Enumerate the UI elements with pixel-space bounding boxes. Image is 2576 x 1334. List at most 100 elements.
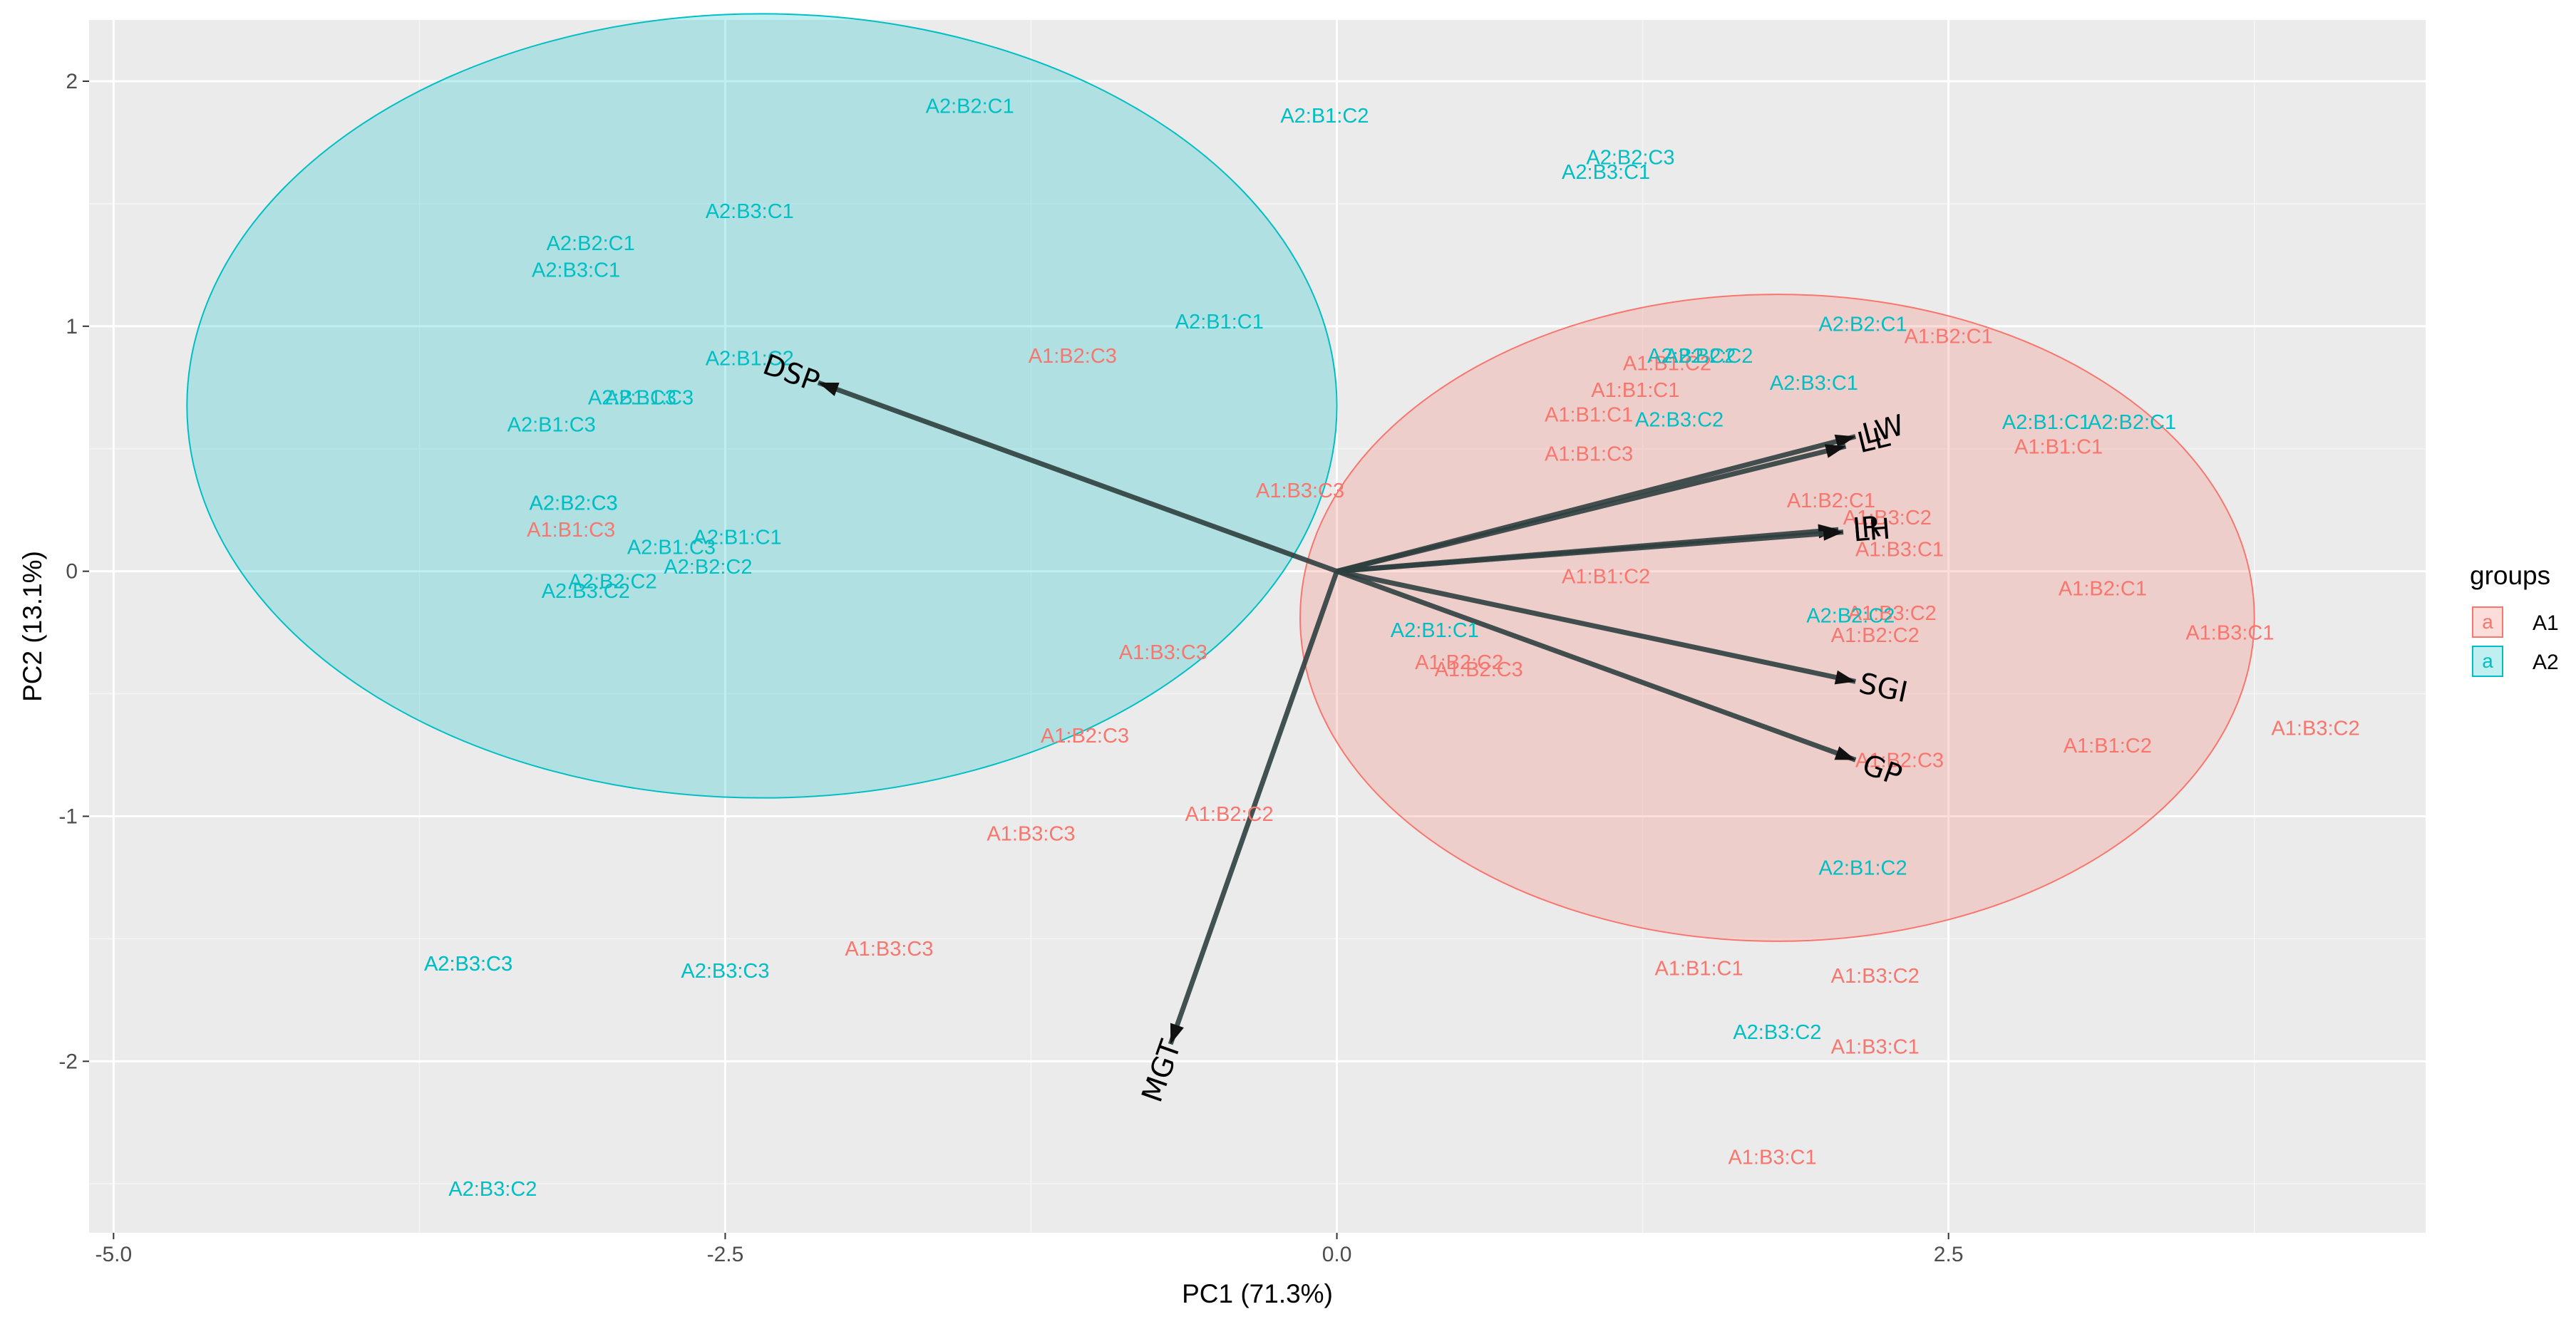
point-label-a2-b3-c1: A2:B3:C1	[532, 259, 620, 282]
point-label-a2-b1-c3: A2:B1:C3	[605, 387, 694, 410]
arrow-shaft-mgt	[1168, 570, 1339, 1045]
arrow-shaft-dsp	[817, 380, 1338, 574]
point-label-a1-b1-c2: A1:B1:C2	[1562, 566, 1650, 589]
point-label-a1-b1-c2: A1:B1:C2	[1623, 352, 1711, 375]
point-label-a1-b3-c2: A1:B3:C2	[2271, 718, 2359, 740]
y-tick-label: -2	[58, 1050, 78, 1073]
point-label-a1-b2-c3: A1:B2:C3	[1029, 345, 1117, 368]
arrow-head-gp	[1834, 746, 1856, 760]
arrow-sgi	[1336, 569, 1856, 685]
x-axis-title: PC1 (71.3%)	[1182, 1279, 1333, 1308]
point-label-a1-b2-c3: A1:B2:C3	[1855, 749, 1944, 772]
legend-key-a2	[2472, 646, 2503, 677]
point-label-a2-b2-c2: A2:B2:C2	[1806, 605, 1895, 628]
point-label-a2-b3-c3: A2:B3:C3	[424, 953, 512, 976]
point-label-a1-b1-c1: A1:B1:C1	[2014, 435, 2103, 458]
arrow-ll	[1336, 443, 1847, 574]
axes: -5.0 -2.5 0.0 2.5 -2 -1 0 1 2	[58, 70, 1963, 1266]
point-label-a1-b1-c3: A1:B1:C3	[1545, 443, 1633, 466]
point-label-a1-b3-c1: A1:B3:C1	[1728, 1146, 1816, 1169]
variable-arrows	[817, 380, 1857, 1045]
point-label-a1-b2-c1: A1:B2:C1	[2059, 578, 2147, 601]
legend-item-a2: a A2	[2472, 646, 2559, 677]
arrow-head-lw	[1834, 434, 1856, 449]
point-label-a1-b1-c2: A1:B1:C2	[2064, 735, 2152, 758]
arrow-shaft-ll	[1336, 443, 1847, 574]
point-label-a2-b2-c1: A2:B2:C1	[1818, 313, 1907, 336]
variable-label-lh: LH	[1852, 513, 1892, 549]
arrow-head-sgi	[1834, 670, 1856, 685]
arrow-head-dsp	[818, 382, 840, 396]
arrow-dsp	[817, 380, 1338, 574]
point-label-a2-b2-c1: A2:B2:C1	[926, 95, 1014, 118]
point-label-a2-b3-c1: A2:B3:C1	[1562, 161, 1650, 184]
point-label-a2-b2-c1: A2:B2:C1	[547, 232, 635, 255]
point-label-a2-b2-c2: A2:B2:C2	[568, 570, 656, 593]
arrow-lh	[1336, 526, 1844, 574]
legend-title: groups	[2470, 561, 2550, 590]
legend-label-a1: A1	[2533, 611, 2559, 635]
point-label-a1-b3-c2: A1:B3:C2	[1843, 507, 1932, 529]
point-label-a1-b2-c1: A1:B2:C1	[1905, 326, 1993, 348]
point-label-a1-b2-c2: A1:B2:C2	[1831, 624, 1920, 647]
point-label-a2-b3-c1: A2:B3:C1	[1770, 372, 1858, 395]
point-label-a2-b1-c1: A2:B1:C1	[694, 526, 782, 549]
point-label-a2-b2-c1: A2:B2:C1	[2088, 411, 2176, 434]
point-label-a2-b3-c3: A2:B3:C3	[681, 960, 769, 983]
point-label-a2-b2-c2: A2:B2:C2	[1664, 345, 1753, 368]
point-label-a1-b3-c1: A1:B3:C1	[2185, 622, 2274, 645]
point-label-a1-b2-c2: A1:B2:C2	[1185, 803, 1273, 826]
point-label-a1-b3-c2: A1:B3:C2	[1831, 965, 1920, 988]
legend-item-a1: a A1	[2472, 606, 2559, 638]
x-tick-label: 2.5	[1934, 1243, 1964, 1266]
point-label-a1-b2-c1: A1:B2:C1	[1787, 490, 1875, 512]
x-tick-label: 0.0	[1322, 1243, 1352, 1266]
arrow-head-mgt	[1170, 1023, 1184, 1045]
point-label-a2-b1-c2: A2:B1:C2	[706, 347, 794, 370]
legend-key-glyph-a2: a	[2482, 650, 2493, 672]
x-tick-label: -5.0	[95, 1243, 132, 1266]
point-label-a1-b1-c1: A1:B1:C1	[1654, 958, 1743, 981]
point-label-a2-b2-c3: A2:B2:C3	[530, 492, 618, 515]
point-label-a1-b3-c3: A1:B3:C3	[1256, 480, 1344, 502]
point-label-a2-b1-c1: A2:B1:C1	[1391, 619, 1479, 642]
point-label-a2-b1-c2: A2:B1:C2	[1280, 105, 1369, 128]
point-label-a1-b1-c1: A1:B1:C1	[1591, 379, 1679, 402]
y-tick-label: 2	[66, 70, 78, 93]
arrow-shaft-gp	[1336, 569, 1857, 762]
point-label-a2-b3-c3: A2:B3:C3	[424, 953, 512, 976]
observation-labels: A1:B1:C3 A1:B2:C3 A1:B3:C3 A1:B3:C3 A1:B2:C3…	[424, 95, 2360, 1201]
point-label-a1-b3-c1: A1:B3:C1	[1855, 539, 1944, 562]
arrow-shaft-sgi	[1336, 569, 1856, 684]
legend: groups a A1 a A2	[2470, 561, 2559, 677]
group-ellipses	[186, 13, 2255, 942]
point-label-a2-b2-c2: A2:B2:C2	[664, 556, 752, 579]
grid-lines	[89, 20, 2426, 1233]
point-label-a2-b2-c3: A2:B2:C3	[1586, 147, 1674, 170]
y-tick-label: -1	[58, 805, 78, 828]
y-tick-label: 0	[66, 560, 78, 584]
point-label-a2-b3-c1: A2:B3:C1	[706, 200, 794, 223]
point-label-a2-b1-c3: A2:B1:C3	[627, 536, 716, 559]
point-label-a2-b3-c2: A2:B3:C2	[542, 580, 630, 603]
arrow-head-lh	[1823, 526, 1844, 541]
arrow-gp	[1336, 569, 1857, 762]
point-label-a2-b3-c2: A2:B3:C2	[1635, 408, 1724, 431]
point-label-a2-b2-c3: A2:B2:C3	[530, 492, 618, 515]
arrow-mgt	[1168, 570, 1339, 1045]
point-label-a2-b1-c1: A2:B1:C1	[2002, 411, 2091, 434]
arrow-head-ll	[1824, 444, 1846, 458]
legend-key-glyph-a1: a	[2482, 611, 2493, 633]
point-label-a2-b1-c2: A2:B1:C2	[1818, 857, 1907, 880]
y-axis-title: PC2 (13.1%)	[18, 551, 47, 702]
variable-label-ir: IR	[1852, 510, 1882, 545]
point-label-a2-b1-c1: A2:B1:C1	[1175, 311, 1264, 334]
x-tick-label: -2.5	[707, 1243, 744, 1266]
point-label-a1-b1-c3: A1:B1:C3	[527, 519, 615, 542]
point-label-a1-b1-c1: A1:B1:C1	[1545, 404, 1633, 427]
point-label-a2-b3-c2: A2:B3:C2	[1733, 1021, 1821, 1044]
point-label-a1-b2-c3: A1:B2:C3	[1435, 658, 1523, 681]
plot-panel	[89, 20, 2426, 1233]
point-label-a1-b2-c3: A1:B2:C3	[1041, 725, 1129, 748]
